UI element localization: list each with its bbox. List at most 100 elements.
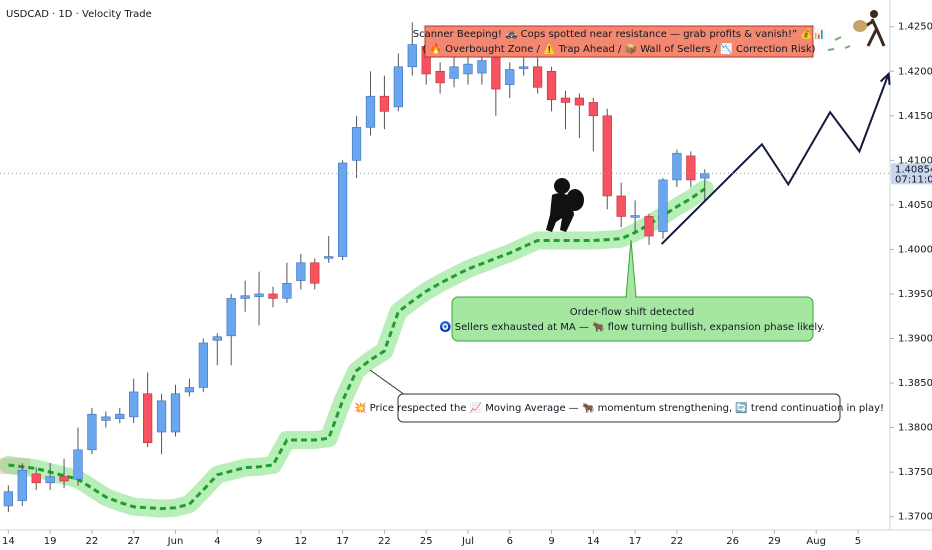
price-tag bbox=[891, 163, 932, 185]
candle-body bbox=[435, 70, 445, 84]
candle-body bbox=[407, 44, 417, 68]
candle-body bbox=[268, 293, 278, 299]
x-tick-label: 5 bbox=[855, 536, 861, 547]
x-tick-label: 9 bbox=[256, 536, 262, 547]
candle-body bbox=[310, 262, 320, 284]
candles-layer bbox=[3, 22, 710, 513]
candle-body bbox=[170, 393, 181, 433]
x-tick-label: 12 bbox=[294, 536, 307, 547]
annotation-box bbox=[451, 296, 814, 342]
projection-layer bbox=[660, 71, 891, 245]
candle-body bbox=[365, 95, 376, 128]
x-tick-label: 27 bbox=[127, 536, 140, 547]
candle-body bbox=[143, 393, 153, 444]
annotation-box bbox=[424, 25, 814, 58]
annotation-box bbox=[397, 393, 841, 423]
candle-body bbox=[59, 476, 69, 482]
candle-body bbox=[449, 66, 459, 79]
y-tick-label: 1.42500 bbox=[898, 22, 932, 33]
candle-body bbox=[3, 491, 13, 507]
candle-body bbox=[630, 215, 640, 218]
x-tick-label: 26 bbox=[726, 536, 739, 547]
candle-body bbox=[379, 95, 390, 112]
candle-body bbox=[560, 97, 571, 103]
candle-body bbox=[477, 60, 487, 74]
candle-body bbox=[658, 179, 668, 232]
annotation-resistance: Scanner Beeping! 🚓 Cops spotted near res… bbox=[413, 25, 826, 58]
candle-body bbox=[644, 216, 654, 237]
annotation-text: Order-flow shift detected bbox=[570, 307, 694, 318]
annotation-text: 💥 Price respected the 📈 Moving Average —… bbox=[354, 401, 884, 414]
x-tick-label: 17 bbox=[629, 536, 642, 547]
y-tick-label: 1.37000 bbox=[898, 512, 932, 523]
candle-body bbox=[296, 262, 306, 281]
candle-body bbox=[212, 336, 222, 341]
y-tick-label: 1.41000 bbox=[898, 155, 932, 166]
candle-body bbox=[616, 195, 626, 217]
y-tick-label: 1.39500 bbox=[898, 289, 932, 300]
x-tick-label: Jul bbox=[461, 536, 474, 547]
annotation-ma: 💥 Price respected the 📈 Moving Average —… bbox=[354, 369, 884, 423]
x-tick-label: 14 bbox=[587, 536, 600, 547]
candle-body bbox=[45, 476, 55, 484]
candle-body bbox=[519, 66, 529, 69]
candle-body bbox=[198, 342, 208, 388]
y-tick-label: 1.42000 bbox=[898, 66, 932, 77]
candle-body bbox=[156, 400, 167, 433]
candle-body bbox=[546, 70, 557, 101]
x-tick-label: 22 bbox=[671, 536, 684, 547]
candle-body bbox=[463, 63, 473, 75]
annotation-text: Scanner Beeping! 🚓 Cops spotted near res… bbox=[413, 27, 826, 40]
x-tick-label: 22 bbox=[378, 536, 391, 547]
thief-icon bbox=[546, 178, 584, 232]
candle-body bbox=[672, 152, 682, 181]
candle-body bbox=[505, 69, 515, 85]
x-tick-label: 17 bbox=[336, 536, 349, 547]
y-tick-label: 1.40500 bbox=[898, 200, 932, 211]
x-tick-label: 6 bbox=[507, 536, 513, 547]
x-tick-label: 9 bbox=[548, 536, 554, 547]
annotation-text: ( 🔥 Overbought Zone / ⚠️ Trap Ahead / 📦 … bbox=[422, 42, 815, 55]
candle-body bbox=[31, 473, 41, 484]
x-tick-label: 22 bbox=[86, 536, 99, 547]
projection-arrowhead bbox=[879, 71, 891, 85]
candle-body bbox=[101, 416, 111, 421]
candle-body bbox=[338, 162, 348, 257]
candle-body bbox=[184, 387, 195, 393]
x-tick-label: 25 bbox=[420, 536, 433, 547]
y-tick-label: 1.39000 bbox=[898, 333, 932, 344]
annotation-pointer bbox=[369, 369, 406, 396]
y-tick-label: 1.41500 bbox=[898, 111, 932, 122]
x-tick-label: Aug bbox=[806, 536, 826, 547]
candle-body bbox=[129, 391, 139, 418]
y-tick-label: 1.37500 bbox=[898, 467, 932, 478]
countdown-label: 07:11:07 bbox=[895, 174, 932, 185]
ma-line bbox=[8, 187, 706, 511]
x-tick-label: 14 bbox=[2, 536, 15, 547]
x-tick-label: 4 bbox=[214, 536, 220, 547]
annotation-text: 🧿 Sellers exhausted at MA — 🐂 flow turni… bbox=[439, 320, 825, 333]
candle-body bbox=[602, 115, 612, 197]
annotation-joint bbox=[627, 295, 635, 299]
candle-body bbox=[87, 413, 97, 451]
candle-body bbox=[226, 298, 236, 337]
x-tick-label: 29 bbox=[768, 536, 781, 547]
candle-body bbox=[254, 293, 264, 297]
price-tag-label: 1.40854 bbox=[895, 164, 932, 175]
candle-body bbox=[686, 155, 696, 181]
y-tick-label: 1.40000 bbox=[898, 244, 932, 255]
candle-body bbox=[700, 173, 710, 179]
candle-body bbox=[351, 127, 362, 161]
candle-body bbox=[17, 470, 27, 501]
chart-title: USDCAD · 1D · Velocity Trade bbox=[6, 9, 152, 20]
x-tick-label: Jun bbox=[167, 536, 184, 547]
candle-body bbox=[240, 295, 250, 299]
runner-icon bbox=[827, 10, 886, 51]
candle-body bbox=[491, 57, 501, 90]
y-tick-label: 1.38500 bbox=[898, 378, 932, 389]
candle-body bbox=[393, 66, 403, 108]
candle-body bbox=[115, 413, 125, 419]
candle-body bbox=[282, 282, 292, 299]
ma-layer bbox=[0, 179, 714, 518]
